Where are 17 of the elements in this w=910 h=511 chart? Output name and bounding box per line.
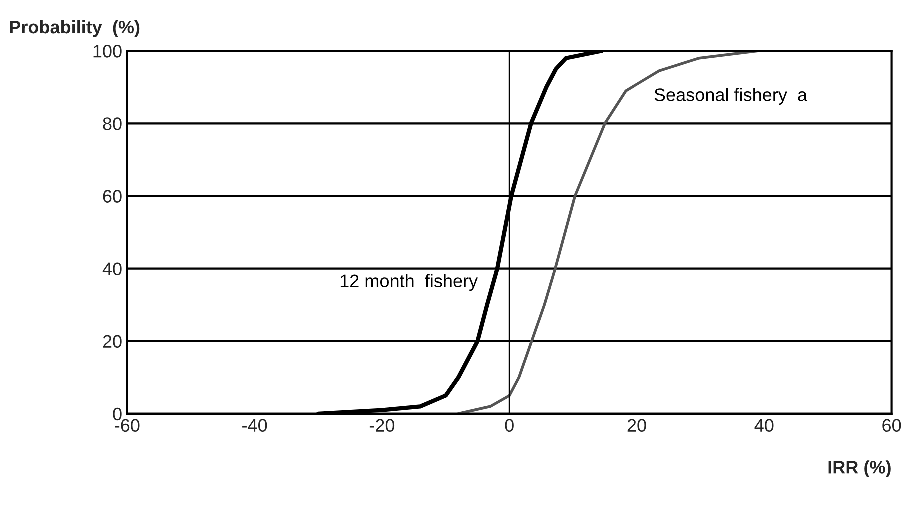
x-axis-title: IRR (%) [828,460,891,478]
x-tick-label: 0 [505,419,514,432]
x-tick-label: -20 [370,419,395,432]
y-tick-label: 60 [103,190,122,203]
y-axis-title: Probability (%) [10,20,140,38]
series-label: 12 month fishery [340,274,478,292]
y-tick-label: 0 [113,408,122,421]
series-label: Seasonal fishery a [654,88,808,105]
x-tick-label: -60 [115,419,140,432]
y-tick-label: 20 [103,335,122,348]
x-tick-label: 60 [882,419,902,432]
x-tick-label: 40 [754,419,774,432]
x-tick-label: 20 [628,419,646,432]
y-tick-label: 40 [102,262,122,276]
y-tick-label: 80 [103,118,122,130]
y-tick-label: 100 [94,45,122,58]
x-tick-label: -40 [242,419,268,432]
